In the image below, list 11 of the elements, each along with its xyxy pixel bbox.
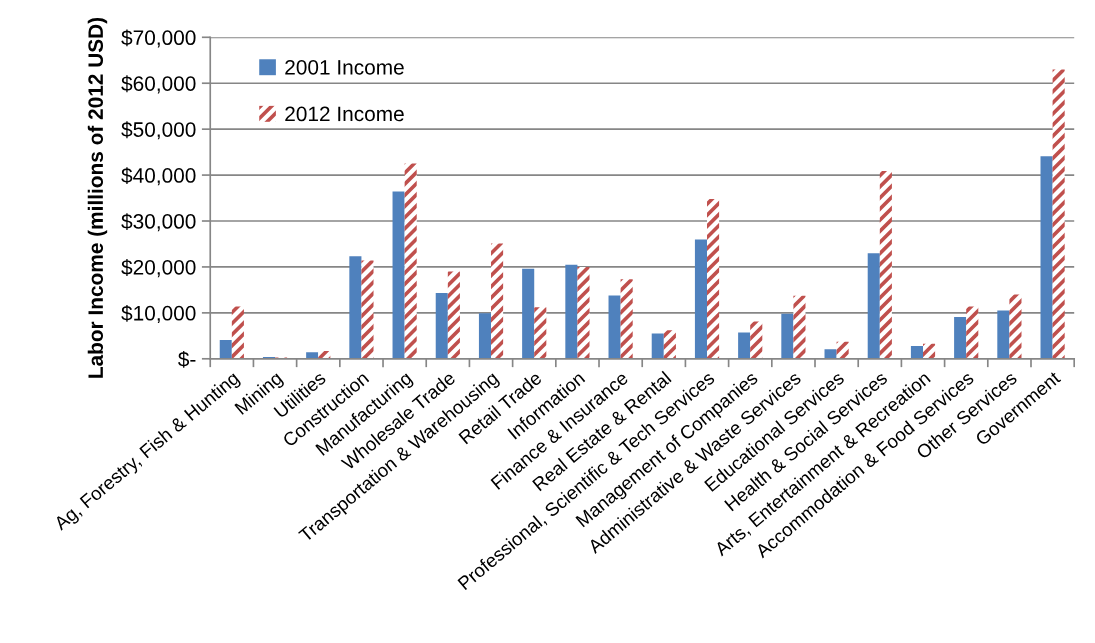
y-tick-label: $40,000 (121, 167, 196, 186)
y-axis-title: Labor Income (millions of 2012 USD) (87, 17, 108, 378)
y-tick-label: $70,000 (121, 29, 196, 48)
y-tick-label: $20,000 (121, 259, 196, 278)
y-tick-label: $30,000 (121, 213, 196, 232)
y-tick-label: $50,000 (121, 121, 196, 140)
y-tick-label: $- (178, 350, 196, 368)
y-tick-label: $60,000 (121, 75, 196, 94)
y-tick-label: $10,000 (121, 304, 196, 324)
legend-label: 2012 Income (285, 106, 404, 122)
legend-label: 2001 Income (285, 59, 404, 75)
